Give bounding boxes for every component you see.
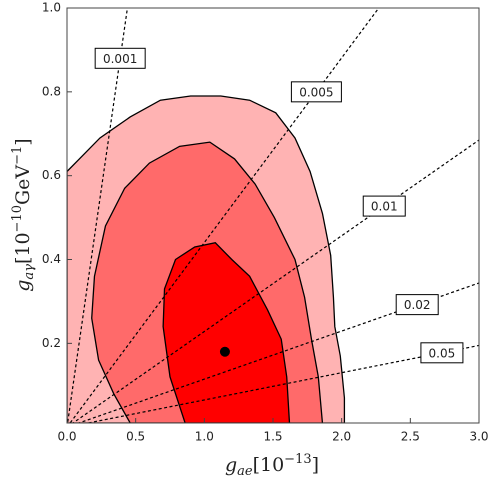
x-tick-label: 0.5 — [126, 430, 145, 444]
y-tick-label: 0.6 — [42, 168, 61, 182]
y-tick-label: 0.2 — [42, 336, 61, 350]
y-axis-label: gaγ[10−10GeV−1] — [10, 138, 37, 291]
x-tick-label: 1.5 — [263, 430, 282, 444]
x-tick-label: 0.0 — [57, 430, 76, 444]
ratio-label: 0.02 — [404, 298, 431, 312]
x-tick-label: 3.0 — [469, 430, 488, 444]
confidence-region — [162, 242, 291, 423]
ratio-label-box — [94, 47, 146, 69]
best-fit-point — [219, 346, 230, 357]
x-axis-label: gae[10−13] — [225, 452, 319, 479]
ratio-line — [69, 8, 380, 423]
x-tick-label: 2.5 — [401, 430, 420, 444]
ratio-line — [71, 139, 479, 423]
y-tick-label: 0.8 — [42, 84, 61, 98]
ratio-line — [67, 8, 129, 423]
ratio-label-box — [395, 294, 439, 316]
ratio-label-box — [362, 195, 406, 217]
y-tick-label: 1.0 — [42, 1, 61, 15]
ratio-label-box — [290, 81, 342, 103]
ratio-label: 0.05 — [429, 346, 456, 360]
x-tick-label: 2.0 — [332, 430, 351, 444]
ratio-label: 0.001 — [103, 52, 137, 66]
y-tick-label: 0.4 — [42, 252, 61, 266]
ratio-label: 0.005 — [299, 85, 333, 99]
ratio-label: 0.01 — [371, 200, 398, 214]
plot-area — [67, 8, 479, 423]
ratio-line — [85, 344, 479, 423]
ratio-label-box — [420, 342, 464, 364]
x-tick-label: 1.0 — [195, 430, 214, 444]
